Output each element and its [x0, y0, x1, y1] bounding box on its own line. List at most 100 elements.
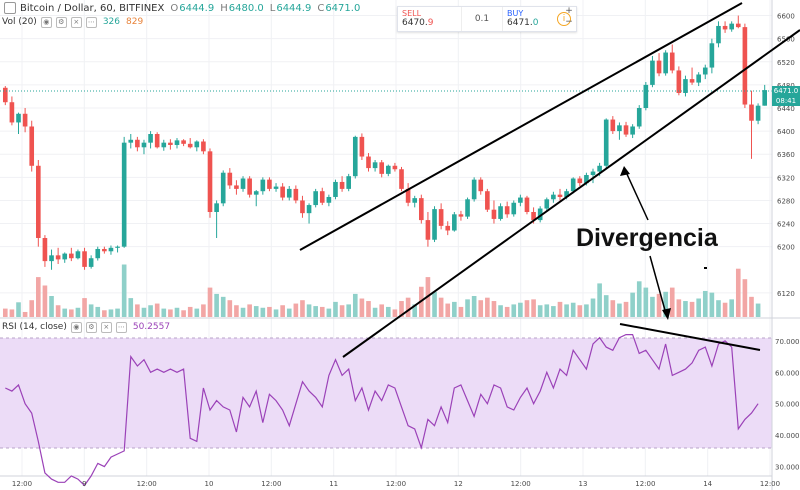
- candle-body: [326, 196, 332, 203]
- rsi-line: [5, 334, 759, 487]
- more-icon[interactable]: ⋯: [115, 321, 127, 333]
- volume-bar: [273, 309, 279, 317]
- candle-body: [174, 140, 180, 145]
- candle-body: [88, 258, 94, 267]
- volume-bar: [735, 268, 741, 317]
- stepper-up-button[interactable]: +: [565, 6, 573, 16]
- lower-channel-line[interactable]: [342, 29, 800, 358]
- volume-bar: [584, 304, 589, 317]
- close-icon[interactable]: ×: [70, 16, 82, 28]
- price-tick-label: 6400: [777, 128, 795, 136]
- volume-bar: [518, 302, 523, 317]
- sell-price: 6470.9: [402, 18, 457, 28]
- candle-body: [419, 198, 424, 221]
- low-label: L: [269, 2, 276, 14]
- buy-button[interactable]: BUY 6471.0: [503, 7, 553, 31]
- volume-legend-label[interactable]: Vol (20): [2, 17, 37, 27]
- rsi-legend-label[interactable]: RSI (14, close): [2, 322, 67, 332]
- candle-body: [676, 70, 682, 93]
- rsi-legend: RSI (14, close) ◉ ⚙ × ⋯ 50.2557: [0, 320, 170, 334]
- candle-body: [154, 134, 160, 148]
- price-tick-label: 6320: [777, 174, 795, 182]
- quantity-field[interactable]: 0.1: [462, 7, 503, 31]
- candle-body: [610, 119, 616, 132]
- candle-body: [557, 194, 563, 197]
- candle-body: [465, 199, 470, 217]
- volume-bar: [603, 295, 609, 317]
- candle-body: [438, 209, 444, 226]
- candle-body: [630, 126, 635, 135]
- candle-body: [128, 139, 134, 143]
- sell-button[interactable]: SELL 6470.9: [398, 7, 462, 31]
- volume-bar: [359, 298, 365, 317]
- price-tick-label: 6360: [777, 151, 795, 159]
- collapse-icon[interactable]: [4, 2, 16, 14]
- candle-body: [286, 188, 292, 198]
- volume-bar: [683, 301, 688, 317]
- volume-bar: [445, 303, 451, 317]
- volume-bar: [564, 304, 569, 317]
- volume-bar: [121, 264, 127, 317]
- candle-body: [36, 165, 41, 238]
- volume-bar: [42, 285, 48, 317]
- trade-panel: SELL 6470.9 0.1 BUY 6471.0 i: [397, 6, 577, 32]
- candle-body: [194, 141, 200, 148]
- volume-bar: [9, 309, 15, 317]
- candle-body: [141, 142, 147, 148]
- settings-icon[interactable]: ⚙: [55, 16, 67, 28]
- candle-body: [425, 220, 431, 240]
- close-label: C: [317, 2, 325, 14]
- eye-icon[interactable]: ◉: [40, 16, 52, 28]
- volume-bar: [557, 301, 563, 317]
- upper-channel-line[interactable]: [299, 2, 743, 251]
- sell-price-main: 6470.: [402, 18, 428, 28]
- volume-bar: [478, 300, 484, 317]
- volume-bar: [293, 303, 299, 317]
- candle-body: [102, 248, 107, 252]
- more-icon[interactable]: ⋯: [85, 16, 97, 28]
- close-icon[interactable]: ×: [100, 321, 112, 333]
- stepper-down-button[interactable]: −: [565, 17, 573, 27]
- volume-bar: [253, 306, 259, 317]
- candle-body: [95, 248, 101, 259]
- candle-body: [551, 194, 556, 200]
- candle-body: [617, 125, 622, 132]
- chart-header: Bitcoin / Dollar, 60, BITFINEX O 6444.9 H…: [0, 0, 360, 16]
- candle-body: [531, 212, 536, 221]
- candle-body: [379, 162, 385, 174]
- volume-bar: [201, 304, 206, 317]
- time-axis: 12:00 9 12:00 10 12:00 11 12:00 12 12:00 13 12:00 1…: [12, 480, 780, 488]
- last-price-value: 6471.0: [773, 87, 799, 95]
- candle-body: [749, 104, 754, 121]
- volume-bar: [511, 304, 517, 317]
- volume-bar: [135, 304, 140, 317]
- volume-bar: [247, 304, 252, 317]
- eye-icon[interactable]: ◉: [70, 321, 82, 333]
- price-tick-label: 6200: [777, 244, 795, 252]
- candle-body: [623, 125, 629, 135]
- candle-body: [518, 197, 523, 203]
- quantity-stepper[interactable]: + −: [562, 6, 576, 30]
- candle-body: [392, 165, 398, 170]
- volume-bar: [352, 293, 358, 317]
- candle-body: [339, 181, 345, 189]
- volume-bar: [214, 293, 219, 317]
- settings-icon[interactable]: ⚙: [85, 321, 97, 333]
- candle-body: [214, 203, 219, 212]
- volume-bar: [108, 309, 114, 317]
- price-tick-label: 6520: [777, 59, 795, 67]
- volume-bar: [755, 303, 761, 317]
- candle-body: [663, 52, 668, 74]
- volume-bar: [537, 305, 543, 317]
- rsi-divergence-line[interactable]: [619, 323, 761, 351]
- candle-body: [636, 108, 642, 127]
- candle-body: [2, 87, 8, 103]
- volume-bar: [148, 305, 153, 317]
- volume-bar: [333, 301, 338, 317]
- candle-body: [313, 191, 318, 206]
- volume-bar: [82, 298, 87, 317]
- candle-body: [359, 136, 365, 157]
- symbol-title[interactable]: Bitcoin / Dollar, 60, BITFINEX: [20, 2, 165, 14]
- info-button[interactable]: i: [553, 7, 575, 31]
- close-value: 6471.0: [325, 2, 361, 14]
